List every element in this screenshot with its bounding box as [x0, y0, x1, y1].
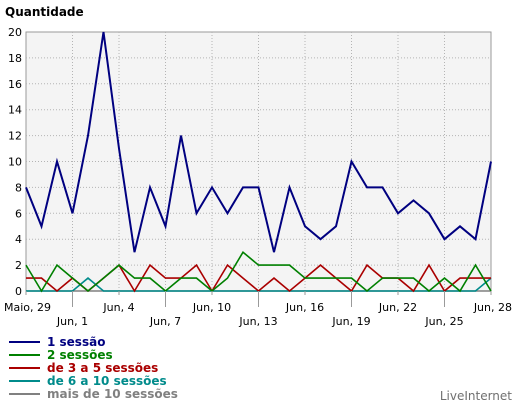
- x-tick-label: Jun, 22: [378, 301, 417, 314]
- legend-label: 1 sessão: [47, 335, 105, 349]
- y-tick-label: 2: [15, 259, 22, 272]
- brand-label: LiveInternet: [440, 389, 512, 403]
- y-tick-label: 16: [8, 78, 22, 91]
- y-tick-label: 4: [15, 233, 22, 246]
- x-tick-label: Jun, 19: [331, 315, 370, 328]
- x-tick-label: Jun, 7: [149, 315, 181, 328]
- legend-label: mais de 10 sessões: [47, 387, 178, 401]
- legend-label: de 6 a 10 sessões: [47, 374, 167, 388]
- legend-label: 2 sessões: [47, 348, 113, 362]
- x-tick-label: Jun, 28: [473, 301, 512, 314]
- y-tick-label: 10: [8, 156, 22, 169]
- y-axis: 0 2 4 6 8 10 12 14 16 18 20: [8, 26, 22, 298]
- x-tick-label: Jun, 1: [56, 315, 88, 328]
- y-tick-label: 8: [15, 181, 22, 194]
- x-tick-label: Jun, 13: [238, 315, 277, 328]
- y-tick-label: 12: [8, 130, 22, 143]
- y-tick-label: 14: [8, 104, 22, 117]
- y-tick-label: 0: [15, 285, 22, 298]
- y-tick-label: 18: [8, 52, 22, 65]
- x-tick-label: Jun, 10: [192, 301, 231, 314]
- x-axis: Maio, 29 Jun, 1 Jun, 4 Jun, 7 Jun, 10 Jun, 13…: [4, 291, 512, 328]
- x-tick-label: Jun, 25: [424, 315, 463, 328]
- legend-label: de 3 a 5 sessões: [47, 361, 158, 375]
- chart-title: Quantidade: [5, 5, 84, 19]
- x-tick-label: Jun, 16: [285, 301, 324, 314]
- y-tick-label: 20: [8, 26, 22, 39]
- x-tick-label: Maio, 29: [4, 301, 51, 314]
- y-tick-label: 6: [15, 207, 22, 220]
- x-tick-label: Jun, 4: [102, 301, 134, 314]
